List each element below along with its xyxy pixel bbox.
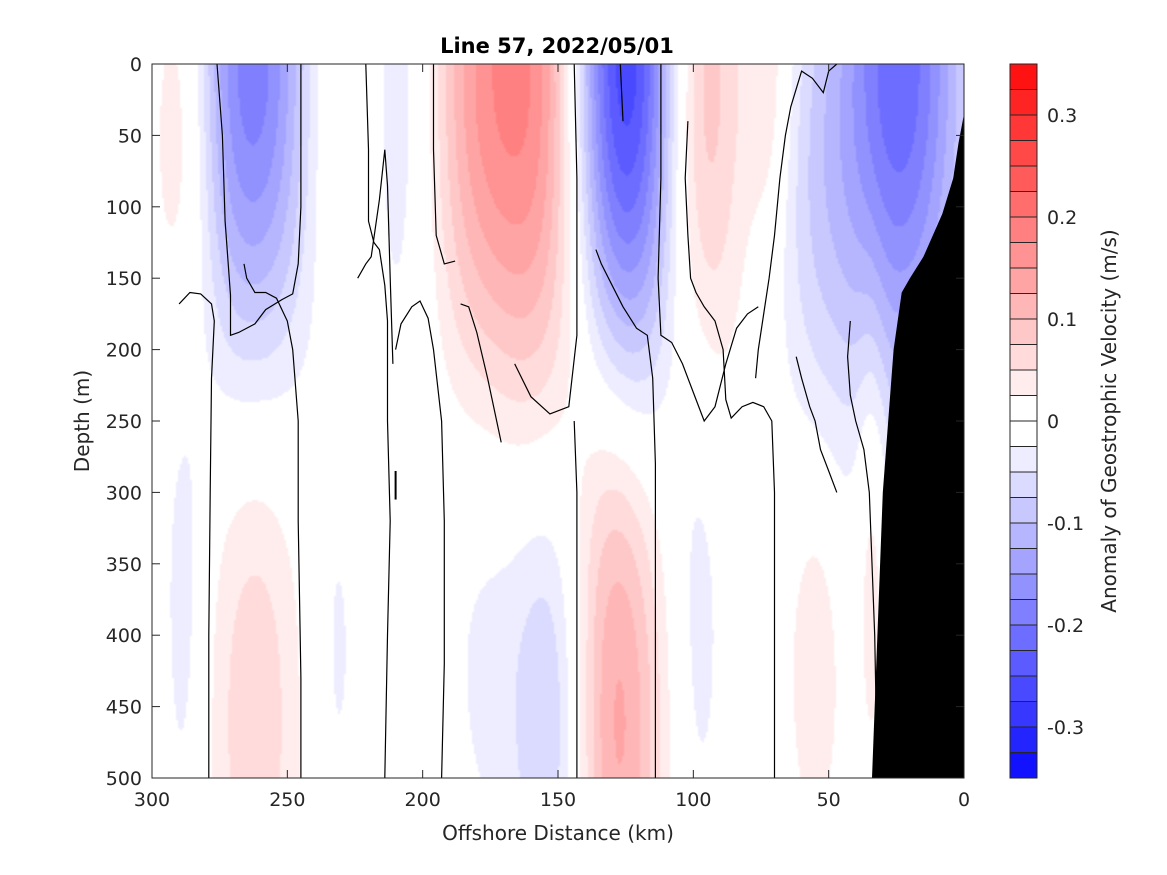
colorbar-swatch	[1010, 446, 1037, 472]
x-tick-label: 300	[134, 789, 170, 811]
colorbar-swatch	[1010, 64, 1037, 90]
x-tick-label: 250	[269, 789, 305, 811]
x-tick-label: 200	[405, 789, 441, 811]
x-tick-label: 0	[958, 789, 970, 811]
colorbar-swatch	[1010, 625, 1037, 651]
colorbar-swatch	[1010, 599, 1037, 625]
colorbar-swatch	[1010, 676, 1037, 702]
x-tick-label: 50	[817, 789, 841, 811]
colorbar-swatch	[1010, 140, 1037, 166]
colorbar-tick-label: -0.2	[1047, 615, 1084, 637]
colorbar-swatch	[1010, 574, 1037, 600]
colorbar-swatch	[1010, 548, 1037, 574]
x-tick-label: 150	[540, 789, 576, 811]
colorbar-swatch	[1010, 650, 1037, 676]
zero-contour-line-4	[357, 149, 394, 364]
colorbar-tick-label: 0	[1047, 411, 1059, 433]
colorbar-swatch	[1010, 268, 1037, 294]
y-tick-label: 250	[106, 411, 142, 433]
colorbar-swatch	[1010, 344, 1037, 370]
colorbar-swatch	[1010, 217, 1037, 243]
y-axis-label: Depth (m)	[70, 370, 94, 472]
zero-contour-line-3	[365, 64, 391, 778]
y-tick-label: 150	[106, 268, 142, 290]
colorbar-swatch	[1010, 497, 1037, 523]
zero-contour-line-12	[657, 64, 759, 423]
colorbar-swatch	[1010, 191, 1037, 217]
colorbar-label: Anomaly of Geostrophic Velocity (m/s)	[1097, 229, 1121, 612]
colorbar-swatch	[1010, 166, 1037, 192]
colorbar-swatch	[1010, 752, 1037, 778]
zero-contour-line-11	[595, 249, 656, 778]
chart-title: Line 57, 2022/05/01	[440, 34, 674, 58]
zero-contour-line-6	[395, 300, 445, 778]
zero-contour-line-16	[846, 320, 878, 778]
colorbar-swatch	[1010, 421, 1037, 447]
colorbar-swatch	[1010, 395, 1037, 421]
colorbar-swatch	[1010, 89, 1037, 115]
colorbar-tick-label: 0.1	[1047, 309, 1077, 331]
zero-contour-line-1	[216, 64, 302, 337]
colorbar-swatch	[1010, 370, 1037, 396]
colorbar-swatch	[1010, 523, 1037, 549]
bathymetry-mask	[872, 114, 964, 778]
y-tick-label: 350	[106, 554, 142, 576]
zero-contour-line-14	[755, 64, 838, 379]
zero-contour-line-8	[514, 64, 578, 415]
y-tick-label: 400	[106, 625, 142, 647]
y-tick-label: 100	[106, 197, 142, 219]
y-tick-label: 200	[106, 340, 142, 362]
y-axis: 0 50 100 150 200 250 300 350 400 450 500	[106, 54, 964, 790]
zero-contour-line-9	[573, 420, 578, 778]
colorbar-tick-label: -0.3	[1047, 717, 1084, 739]
colorbar-swatch	[1010, 701, 1037, 727]
x-axis-label: Offshore Distance (km)	[442, 821, 674, 845]
colorbar-swatch	[1010, 727, 1037, 753]
colorbar-tick-label: 0.2	[1047, 207, 1077, 229]
colorbar-frame	[1009, 63, 1038, 779]
colorbar-swatch	[1010, 293, 1037, 319]
colorbar-tick-label: -0.1	[1047, 513, 1084, 535]
colorbar-swatch	[1010, 242, 1037, 268]
y-tick-label: 300	[106, 482, 142, 504]
zero-contour-line-2	[243, 263, 302, 778]
zero-contour-line-13	[684, 121, 776, 778]
colorbar-swatch	[1010, 472, 1037, 498]
zero-contour-line-5	[432, 64, 456, 265]
plot-area	[152, 64, 964, 778]
colorbar-tick-label: 0.3	[1047, 105, 1077, 127]
colorbar-swatch	[1010, 115, 1037, 141]
colorbar: -0.3 -0.2 -0.1 0 0.1 0.2 0.3	[1009, 63, 1084, 779]
y-tick-label: 0	[130, 54, 142, 76]
zero-contour-line-7	[460, 303, 502, 443]
y-tick-label: 500	[106, 768, 142, 790]
colorbar-swatch	[1010, 319, 1037, 345]
zero-contour-line-0	[178, 291, 215, 778]
velocity-anomaly-field	[152, 64, 964, 778]
zero-contour-line-10	[619, 64, 624, 122]
y-tick-label: 50	[118, 125, 142, 147]
zero-contour-line-15	[795, 356, 838, 493]
x-tick-label: 100	[675, 789, 711, 811]
x-axis: 300 250 200 150 100 50 0	[134, 64, 970, 811]
zero-contour-layer	[178, 64, 878, 778]
y-tick-label: 450	[106, 697, 142, 719]
